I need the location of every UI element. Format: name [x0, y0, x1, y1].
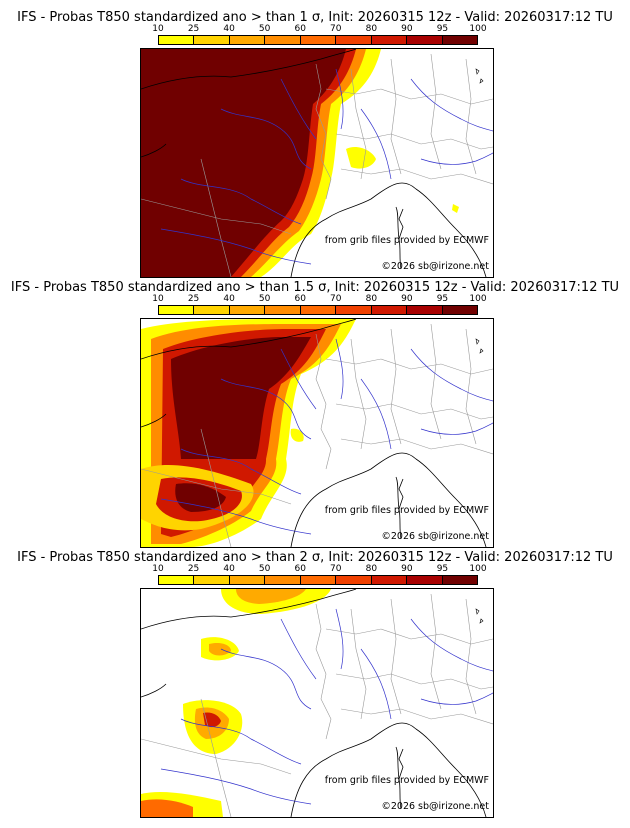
colorbar-tick-label: 90 — [401, 564, 413, 574]
prob-area — [346, 147, 376, 169]
colorbar-segment — [194, 306, 230, 314]
credit-copyright: ©2026 sb@irizone.net — [381, 261, 489, 272]
colorbar-tick-label: 50 — [258, 294, 271, 304]
colorbar-segment — [229, 36, 266, 44]
colorbar-ticks: 10 25 40 50 60 70 80 90 95 100 — [152, 24, 486, 35]
colorbar-tick-label: 90 — [401, 24, 413, 34]
colorbar-segment — [407, 576, 443, 584]
colorbar-tick-label: 100 — [469, 294, 487, 304]
colorbar-segment — [229, 306, 266, 314]
colorbar-tick-label: 10 — [152, 24, 164, 34]
colorbar-segment — [194, 576, 230, 584]
prob-area — [141, 799, 193, 817]
panel-2: IFS - Probas T850 standardized ano > tha… — [0, 270, 630, 548]
probability-map: from grib files provided by ECMWF ©2026 … — [140, 48, 494, 278]
colorbar — [158, 305, 478, 315]
colorbar-tick-label: 100 — [469, 564, 487, 574]
colorbar-tick-label: 40 — [223, 24, 235, 34]
colorbar-tick-label: 50 — [258, 24, 271, 34]
prob-area — [171, 337, 311, 459]
colorbar-tick-label: 95 — [436, 24, 449, 34]
colorbar-tick-label: 95 — [436, 564, 449, 574]
colorbar-tick-label: 25 — [187, 24, 200, 34]
colorbar-tick-label: 95 — [436, 294, 449, 304]
colorbar-tick-label: 70 — [330, 294, 342, 304]
colorbar-segment — [442, 36, 477, 44]
probability-map: from grib files provided by ECMWF ©2026 … — [140, 318, 494, 548]
prob-area — [236, 589, 306, 604]
panel-title: IFS - Probas T850 standardized ano > tha… — [17, 10, 613, 25]
colorbar-tick-label: 100 — [469, 24, 487, 34]
colorbar-tick-label: 60 — [294, 564, 306, 574]
colorbar-tick-label: 60 — [294, 294, 306, 304]
panel-3: IFS - Probas T850 standardized ano > tha… — [0, 540, 630, 818]
colorbar-segment — [300, 306, 337, 314]
colorbar-segment — [371, 306, 408, 314]
colorbar-segment — [371, 576, 408, 584]
colorbar-tick-label: 90 — [401, 294, 413, 304]
panel-title: IFS - Probas T850 standardized ano > tha… — [10, 280, 620, 295]
colorbar-segment — [265, 576, 301, 584]
colorbar-tick-label: 10 — [152, 564, 164, 574]
colorbar-tick-label: 50 — [258, 564, 271, 574]
colorbar-segment — [442, 306, 477, 314]
credit-source: from grib files provided by ECMWF — [324, 775, 489, 786]
colorbar-segment — [229, 576, 266, 584]
colorbar-ticks: 10 25 40 50 60 70 80 90 95 100 — [152, 294, 486, 305]
colorbar-segment — [442, 576, 477, 584]
colorbar-tick-label: 70 — [330, 24, 342, 34]
colorbar — [158, 575, 478, 585]
prob-area — [452, 204, 459, 213]
colorbar-segment — [336, 306, 372, 314]
colorbar-segment — [265, 36, 301, 44]
credit-source: from grib files provided by ECMWF — [324, 505, 489, 516]
colorbar-segment — [194, 36, 230, 44]
panel-title: IFS - Probas T850 standardized ano > tha… — [17, 550, 613, 565]
prob-area — [290, 428, 304, 442]
colorbar-tick-label: 60 — [294, 24, 306, 34]
colorbar-tick-label: 10 — [152, 294, 164, 304]
panel-1: IFS - Probas T850 standardized ano > tha… — [0, 0, 630, 278]
colorbar-segment — [371, 36, 408, 44]
colorbar-segment — [407, 306, 443, 314]
colorbar-tick-label: 25 — [187, 294, 200, 304]
prob-area — [203, 712, 221, 728]
credit-source: from grib files provided by ECMWF — [324, 235, 489, 246]
colorbar-segment — [300, 576, 337, 584]
colorbar-segment — [159, 306, 195, 314]
colorbar-ticks: 10 25 40 50 60 70 80 90 95 100 — [152, 564, 486, 575]
prob-area — [209, 642, 231, 656]
colorbar-tick-label: 80 — [365, 564, 378, 574]
colorbar — [158, 35, 478, 45]
colorbar-tick-label: 25 — [187, 564, 200, 574]
prob-area — [175, 483, 226, 512]
colorbar-segment — [300, 36, 337, 44]
colorbar-segment — [159, 576, 195, 584]
colorbar-tick-label: 40 — [223, 294, 235, 304]
colorbar-tick-label: 70 — [330, 564, 342, 574]
credit-copyright: ©2026 sb@irizone.net — [381, 531, 489, 542]
colorbar-tick-label: 40 — [223, 564, 235, 574]
probability-map: from grib files provided by ECMWF ©2026 … — [140, 588, 494, 818]
colorbar-tick-label: 80 — [365, 294, 378, 304]
colorbar-segment — [336, 576, 372, 584]
colorbar-segment — [159, 36, 195, 44]
colorbar-segment — [407, 36, 443, 44]
colorbar-segment — [265, 306, 301, 314]
colorbar-tick-label: 80 — [365, 24, 378, 34]
colorbar-segment — [336, 36, 372, 44]
credit-copyright: ©2026 sb@irizone.net — [381, 801, 489, 812]
